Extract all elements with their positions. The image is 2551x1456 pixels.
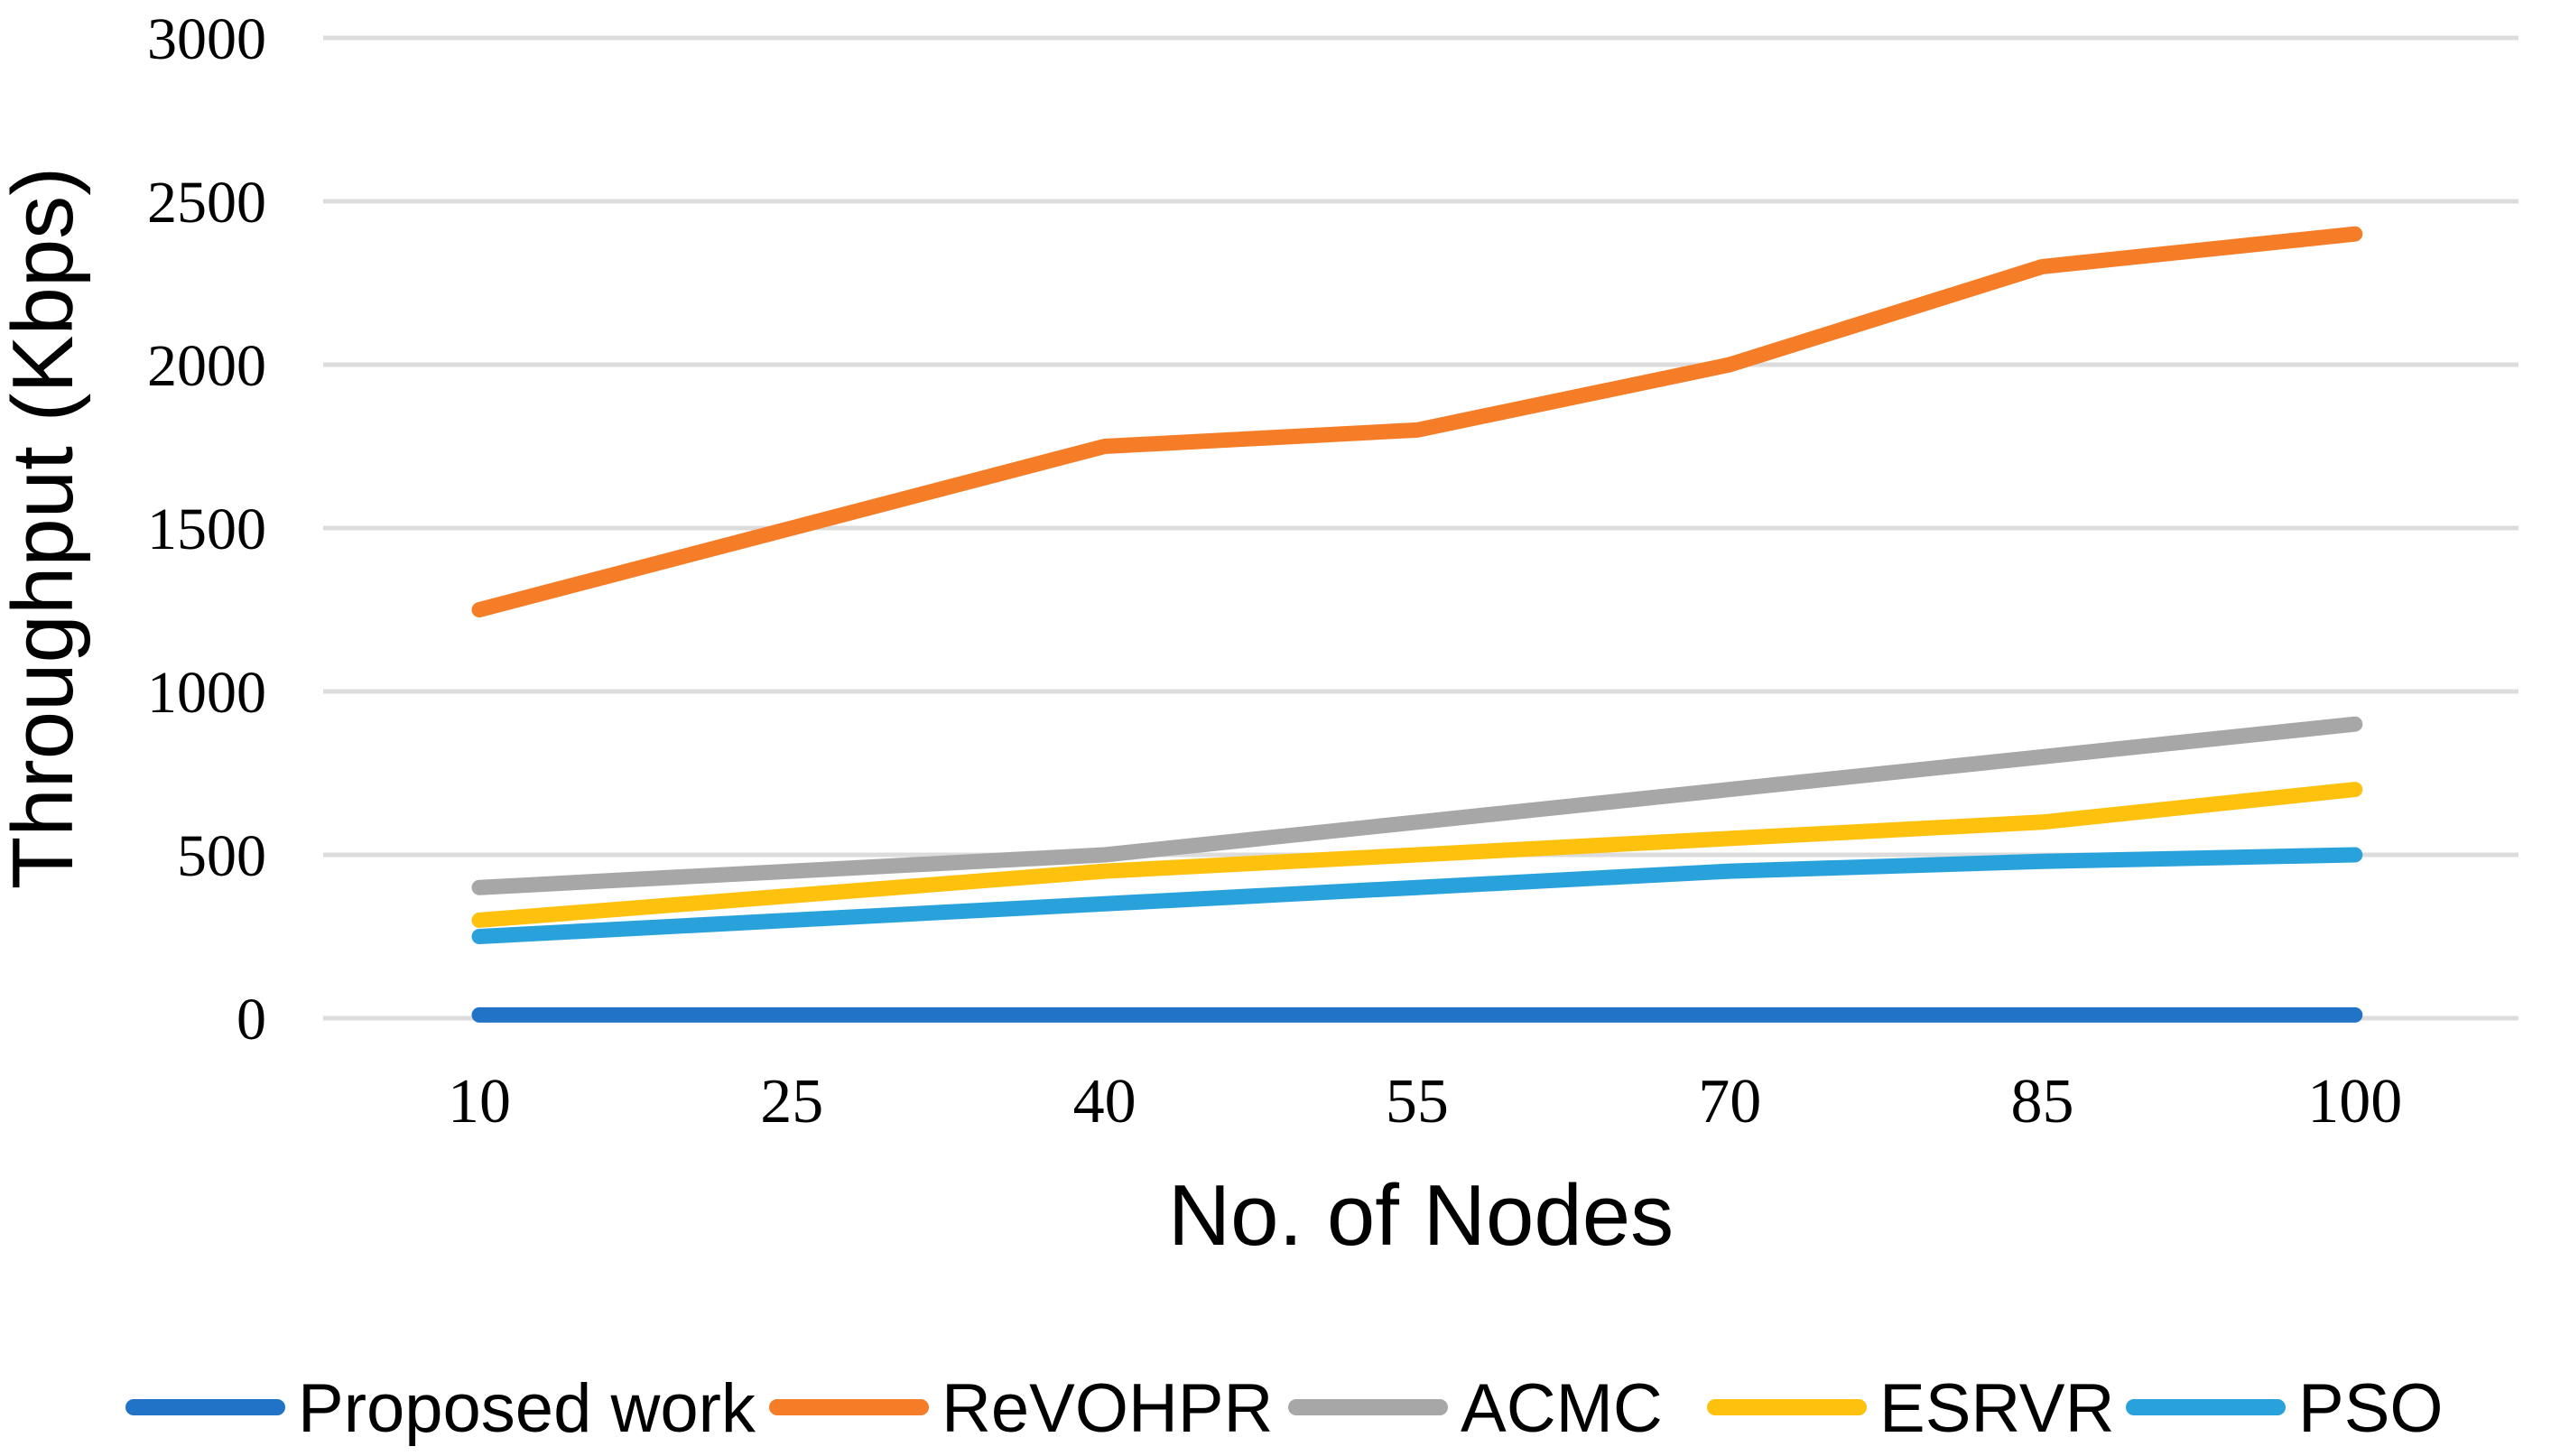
x-tick-label-85: 85	[2011, 1067, 2074, 1136]
legend-swatch-esrvr	[1707, 1399, 1867, 1415]
y-tick-label-500: 500	[177, 823, 266, 889]
legend: Proposed work ReVOHPR ACMC ESRVR PSO	[125, 1370, 2444, 1447]
series-line-revohpr	[471, 226, 2363, 617]
series-line-acmc	[471, 716, 2363, 895]
legend-label-esrvr: ESRVR	[1879, 1370, 2114, 1447]
x-tick-label-100: 100	[2307, 1067, 2402, 1136]
series-lines	[471, 226, 2363, 1023]
x-axis-title: No. of Nodes	[1168, 1167, 1674, 1264]
legend-item-acmc: ACMC	[1288, 1370, 1663, 1447]
legend-label-proposed-work: Proposed work	[298, 1370, 756, 1447]
gridlines	[323, 35, 2519, 1021]
legend-item-revohpr: ReVOHPR	[769, 1370, 1273, 1447]
x-tick-label-55: 55	[1386, 1067, 1449, 1136]
legend-label-pso: PSO	[2298, 1370, 2444, 1447]
y-tick-label-1000: 1000	[147, 660, 266, 726]
series-line-pso	[471, 847, 2363, 944]
legend-item-proposed-work: Proposed work	[125, 1370, 756, 1447]
x-tick-label-25: 25	[760, 1067, 823, 1136]
y-axis-title: Throughput (Kbps)	[0, 167, 91, 889]
legend-item-pso: PSO	[2126, 1370, 2444, 1447]
legend-swatch-pso	[2126, 1399, 2286, 1415]
legend-item-esrvr: ESRVR	[1707, 1370, 2114, 1447]
legend-swatch-revohpr	[769, 1399, 929, 1415]
legend-swatch-acmc	[1288, 1399, 1448, 1415]
legend-swatch-proposed-work	[125, 1399, 285, 1415]
y-tick-label-2000: 2000	[147, 333, 266, 399]
y-tick-label-2500: 2500	[147, 170, 266, 236]
series-line-esrvr	[471, 782, 2363, 928]
legend-label-acmc: ACMC	[1461, 1370, 1663, 1447]
y-tick-label-3000: 3000	[147, 6, 266, 72]
x-axis-tick-labels: 10 25 40 55 70 85 100	[448, 1067, 2402, 1136]
x-tick-label-40: 40	[1073, 1067, 1136, 1136]
y-tick-label-0: 0	[237, 987, 266, 1053]
y-tick-label-1500: 1500	[147, 496, 266, 562]
x-tick-label-10: 10	[448, 1067, 511, 1136]
legend-label-revohpr: ReVOHPR	[942, 1370, 1273, 1447]
y-axis-tick-labels: 0 500 1000 1500 2000 2500 3000	[147, 6, 266, 1053]
x-tick-label-70: 70	[1698, 1067, 1761, 1136]
